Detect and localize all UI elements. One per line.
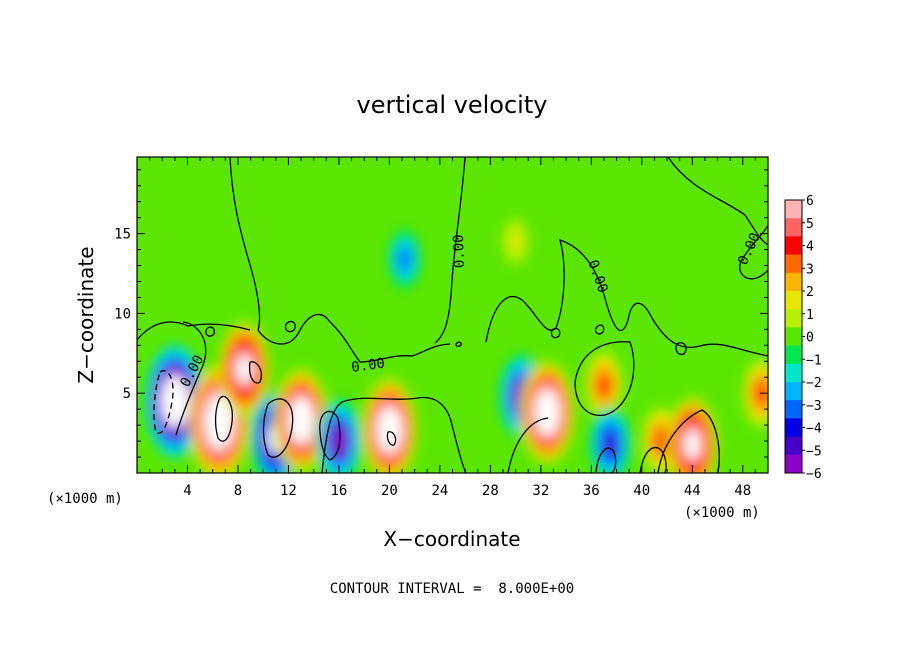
colorbar-tick-label: 4 bbox=[806, 240, 814, 255]
contour-label: 0.00 bbox=[350, 355, 386, 376]
contour-line bbox=[434, 157, 466, 344]
colorbar-tick-label: −1 bbox=[806, 353, 822, 368]
x-tick-label: 28 bbox=[482, 483, 499, 499]
x-tick-label: 40 bbox=[633, 483, 650, 499]
colorbar-swatch bbox=[785, 254, 802, 274]
colorbar-tick-label: 3 bbox=[806, 262, 814, 277]
velocity-cell bbox=[384, 420, 395, 440]
velocity-cell bbox=[334, 432, 344, 450]
contour-label: 0.00 bbox=[451, 234, 468, 268]
x-tick-label: 48 bbox=[734, 483, 751, 499]
colorbar-tick-label: −3 bbox=[806, 399, 822, 414]
x-tick-label: 4 bbox=[183, 483, 191, 499]
colorbar-swatch bbox=[785, 382, 802, 401]
x-axis-label: X−coordinate bbox=[383, 527, 520, 551]
contour-line bbox=[595, 447, 617, 473]
colorbar: 6 5 4 3 2 1 0 −1 −2 −3 −4 −5 −6 bbox=[784, 194, 822, 482]
y-axis-label: Z−coordinate bbox=[74, 246, 98, 383]
x-tick-label: 44 bbox=[684, 483, 701, 499]
velocity-cell bbox=[687, 435, 698, 454]
colorbar-tick-label: 2 bbox=[806, 285, 814, 300]
colorbar-tick-label: −4 bbox=[806, 422, 822, 437]
contour-line bbox=[229, 157, 261, 331]
contour-line bbox=[550, 327, 561, 339]
contour-line bbox=[455, 341, 462, 348]
contour-line bbox=[319, 410, 341, 461]
x-unit-label-right: (×1000 m) bbox=[684, 505, 760, 521]
velocity-cell bbox=[169, 390, 181, 412]
colorbar-swatch bbox=[785, 436, 802, 456]
x-tick-label: 20 bbox=[381, 483, 398, 499]
colorbar-swatch bbox=[785, 200, 802, 219]
contour-line bbox=[153, 370, 174, 434]
velocity-cell bbox=[599, 376, 609, 395]
colorbar-swatch bbox=[785, 454, 802, 474]
contour-line bbox=[507, 417, 549, 473]
velocity-cell bbox=[655, 432, 666, 450]
colorbar-tick-label: −2 bbox=[806, 376, 822, 391]
zero-contours bbox=[137, 157, 768, 473]
contour-line bbox=[175, 321, 207, 436]
plot-area: 0.00 0.00 0.00 0.00 0.00 bbox=[137, 157, 768, 473]
velocity-cell bbox=[399, 249, 410, 269]
contour-line bbox=[249, 361, 262, 384]
colorbar-swatch bbox=[785, 291, 802, 310]
velocity-cell bbox=[239, 360, 250, 379]
colorbar-swatch bbox=[785, 418, 802, 438]
y-tick-label: 5 bbox=[123, 386, 131, 402]
contour-line bbox=[321, 396, 467, 473]
chart-title: vertical velocity bbox=[357, 91, 548, 119]
x-axis: 4 8 12 16 20 24 28 32 36 40 44 48 bbox=[149, 157, 756, 499]
colorbar-tick-label: 6 bbox=[806, 194, 814, 209]
colorbar-swatch bbox=[785, 400, 802, 419]
colorbar-swatch bbox=[785, 363, 802, 383]
velocity-cell bbox=[541, 402, 553, 423]
colorbar-swatch bbox=[785, 218, 802, 237]
contour-line bbox=[739, 224, 768, 280]
colorbar-swatch bbox=[785, 236, 802, 256]
contour-interval-note: CONTOUR INTERVAL = 8.000E+00 bbox=[330, 581, 574, 597]
contour-line bbox=[667, 157, 768, 246]
contour-line bbox=[485, 238, 768, 357]
contour-line bbox=[257, 313, 451, 363]
colorbar-tick-label: −6 bbox=[806, 467, 822, 482]
contour-line bbox=[214, 395, 233, 442]
colorbar-swatch bbox=[785, 272, 802, 292]
velocity-field bbox=[145, 218, 768, 473]
contour-line bbox=[639, 446, 667, 473]
colorbar-swatch bbox=[785, 345, 802, 365]
contour-line bbox=[657, 409, 720, 473]
x-tick-label: 12 bbox=[280, 483, 297, 499]
colorbar-tick-label: 0 bbox=[806, 331, 814, 346]
colorbar-swatch bbox=[785, 327, 802, 347]
x-tick-label: 16 bbox=[330, 483, 347, 499]
velocity-cell bbox=[510, 232, 522, 251]
contour-line bbox=[675, 342, 687, 356]
x-tick-label: 24 bbox=[431, 483, 448, 499]
colorbar-tick-label: 1 bbox=[806, 308, 814, 323]
contour-line bbox=[137, 321, 251, 341]
x-tick-label: 32 bbox=[532, 483, 549, 499]
x-tick-label: 8 bbox=[234, 483, 242, 499]
x-unit-label-left: (×1000 m) bbox=[47, 491, 123, 507]
contour-line bbox=[205, 326, 216, 337]
y-axis: 5 10 15 bbox=[114, 169, 768, 458]
contour-line bbox=[284, 320, 296, 333]
contour-line bbox=[386, 431, 397, 446]
y-tick-label: 10 bbox=[114, 306, 131, 322]
colorbar-tick-label: −5 bbox=[806, 444, 822, 459]
contour-line bbox=[574, 341, 635, 416]
x-tick-label: 36 bbox=[583, 483, 600, 499]
contour-line bbox=[594, 324, 605, 335]
colorbar-swatch bbox=[785, 309, 802, 328]
velocity-cell bbox=[295, 410, 307, 431]
y-tick-label: 15 bbox=[114, 227, 131, 243]
contour-line bbox=[262, 398, 294, 458]
colorbar-tick-label: 5 bbox=[806, 217, 814, 232]
